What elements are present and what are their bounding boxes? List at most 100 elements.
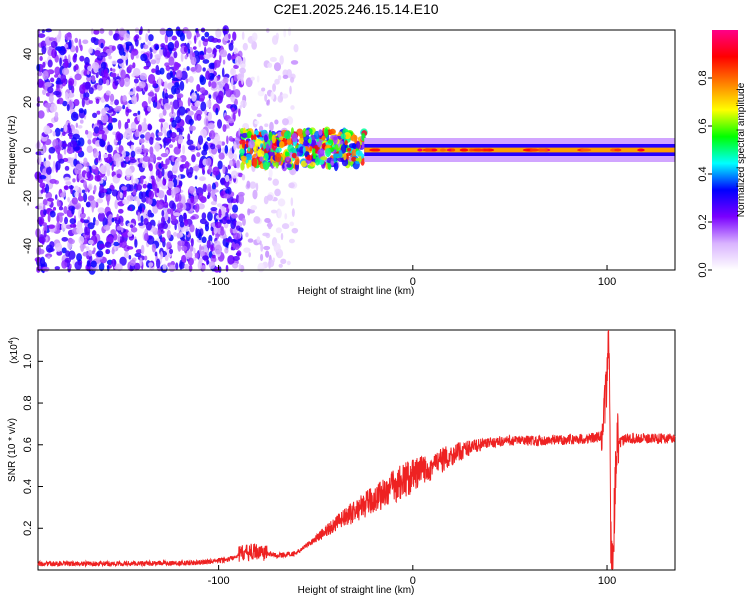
- heatmap-cell: [174, 61, 180, 71]
- heatmap-cell: [161, 216, 166, 225]
- heatmap-cell: [199, 75, 207, 86]
- heatmap-cell: [91, 203, 95, 213]
- heatmap-cell: [222, 76, 229, 84]
- heatmap-cell: [176, 202, 184, 210]
- heatmap-cell: [254, 130, 259, 136]
- heatmap-cell: [111, 248, 115, 255]
- heatmap-cell: [98, 119, 102, 125]
- heatmap-cell: [113, 153, 121, 162]
- heatmap-cell: [73, 54, 77, 60]
- heatmap-cell: [171, 85, 177, 95]
- heatmap-cell: [240, 161, 245, 171]
- heatmap-cell: [175, 69, 183, 80]
- heatmap-cell: [105, 188, 112, 195]
- heatmap-cell: [147, 209, 152, 218]
- heatmap-cell: [270, 209, 278, 214]
- heatmap-cell: [59, 57, 62, 67]
- heatmap-cell: [123, 42, 126, 49]
- heatmap-cell: [46, 166, 52, 175]
- heatmap-cell: [178, 144, 182, 149]
- heatmap-cell: [201, 212, 207, 220]
- heatmap-cell: [151, 243, 157, 253]
- heatmap-cell: [141, 196, 147, 203]
- heatmap-cell: [55, 242, 63, 252]
- heatmap-cell: [190, 195, 195, 204]
- heatmap-cell: [214, 133, 221, 143]
- heatmap-cell: [92, 230, 96, 236]
- heatmap-cell: [278, 263, 283, 268]
- heatmap-cell: [155, 44, 159, 51]
- heatmap-cell: [221, 217, 228, 225]
- heatmap-cell: [68, 250, 76, 260]
- heatmap-cell: [268, 131, 273, 141]
- heatmap-cell: [197, 135, 204, 146]
- heatmap-cell: [217, 90, 224, 101]
- heatmap-cell: [215, 28, 222, 39]
- heatmap-cell: [54, 145, 61, 153]
- heatmap-cell: [166, 241, 172, 248]
- heatmap-cell: [71, 197, 78, 205]
- heatmap-cell: [241, 31, 245, 40]
- tone-peak: [439, 148, 447, 152]
- heatmap-cell: [148, 34, 154, 42]
- heatmap-cell: [235, 159, 241, 169]
- heatmap-cell: [180, 52, 184, 63]
- heatmap-cell: [282, 118, 289, 126]
- heatmap-cell: [108, 115, 113, 125]
- heatmap-cell: [188, 264, 193, 272]
- heatmap-cell: [144, 255, 148, 261]
- heatmap-cell: [58, 29, 62, 40]
- heatmap-cell: [185, 250, 193, 260]
- heatmap-cell: [176, 93, 184, 99]
- colorbar-tick-label: 0.0: [697, 262, 709, 277]
- heatmap-cell: [134, 146, 143, 155]
- tone-core: [364, 147, 675, 153]
- scale-close: ): [9, 337, 20, 340]
- heatmap-cell: [206, 99, 212, 108]
- heatmap-cell: [54, 266, 60, 270]
- heatmap-cell: [95, 157, 99, 163]
- heatmap-cell: [114, 199, 119, 210]
- heatmap-cell: [134, 178, 139, 184]
- heatmap-cell: [252, 157, 258, 168]
- heatmap-cell: [207, 211, 213, 222]
- y-tick-label: 0: [22, 147, 34, 153]
- heatmap-cell: [69, 134, 73, 140]
- heatmap-cell: [159, 48, 164, 56]
- heatmap-cell: [120, 186, 128, 191]
- heatmap-cell: [356, 141, 361, 150]
- heatmap-cell: [267, 62, 273, 68]
- heatmap-cell: [56, 99, 60, 105]
- heatmap-cell: [54, 50, 57, 57]
- heatmap-cell: [161, 185, 169, 190]
- heatmap-cell: [162, 263, 167, 271]
- heatmap-cell: [140, 121, 148, 131]
- heatmap-cell: [79, 212, 86, 219]
- heatmap-cell: [190, 215, 196, 220]
- colorbar-label: Normalized spectral amplitude: [736, 82, 747, 217]
- heatmap-cell: [68, 39, 72, 50]
- heatmap-cell: [151, 68, 156, 74]
- heatmap-cell: [232, 84, 236, 91]
- heatmap-cell: [192, 52, 196, 58]
- heatmap-cell: [199, 94, 206, 101]
- heatmap-cell: [95, 169, 99, 177]
- heatmap-cell: [59, 214, 63, 223]
- heatmap-cell: [138, 138, 145, 144]
- heatmap-cell: [139, 257, 143, 267]
- heatmap-cell: [132, 62, 136, 69]
- heatmap-cell: [87, 65, 93, 71]
- heatmap-region: [364, 138, 675, 162]
- heatmap-cell: [279, 55, 284, 65]
- heatmap-cell: [131, 94, 138, 105]
- heatmap-cell: [45, 244, 54, 253]
- heatmap-cell: [238, 194, 245, 205]
- x-tick-label: 0: [410, 276, 416, 288]
- heatmap-cell: [166, 229, 171, 239]
- heatmap-cell: [263, 134, 268, 143]
- heatmap-cell: [166, 51, 171, 58]
- heatmap-cell: [263, 195, 269, 205]
- heatmap-cell: [108, 55, 112, 60]
- heatmap-cell: [39, 256, 46, 267]
- heatmap-cell: [233, 141, 237, 151]
